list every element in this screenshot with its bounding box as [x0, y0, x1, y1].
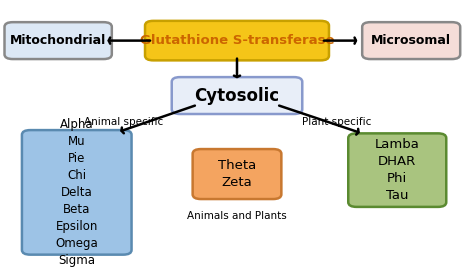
Text: Animals and Plants: Animals and Plants: [187, 211, 287, 221]
FancyBboxPatch shape: [172, 77, 302, 114]
Text: Animal specific: Animal specific: [83, 117, 163, 127]
FancyBboxPatch shape: [348, 134, 446, 207]
FancyBboxPatch shape: [362, 22, 460, 59]
Text: Alpha
Mu
Pie
Chi
Delta
Beta
Epsilon
Omega
Sigma: Alpha Mu Pie Chi Delta Beta Epsilon Omeg…: [55, 118, 98, 267]
FancyBboxPatch shape: [192, 149, 282, 199]
Text: Microsomal: Microsomal: [371, 34, 451, 47]
Text: Cytosolic: Cytosolic: [194, 87, 280, 105]
Text: Glutathione S-transferase: Glutathione S-transferase: [140, 34, 334, 47]
Text: Lamba
DHAR
Phi
Tau: Lamba DHAR Phi Tau: [375, 138, 419, 202]
Text: Theta
Zeta: Theta Zeta: [218, 159, 256, 189]
Text: Mitochondrial: Mitochondrial: [10, 34, 106, 47]
Text: Plant specific: Plant specific: [302, 117, 372, 127]
FancyBboxPatch shape: [145, 21, 329, 60]
FancyBboxPatch shape: [22, 130, 132, 255]
FancyBboxPatch shape: [5, 22, 112, 59]
